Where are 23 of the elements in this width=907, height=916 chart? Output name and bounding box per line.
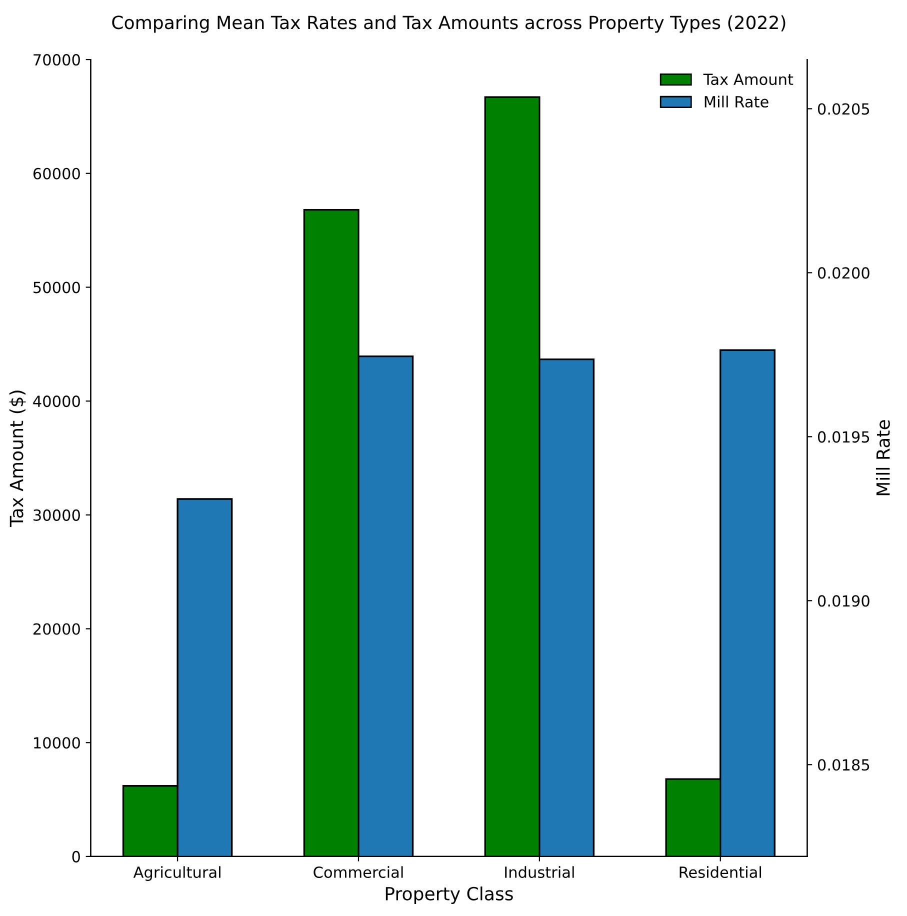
y-tick-label: 50000 — [34, 282, 80, 294]
y-tick-label: 70000 — [34, 54, 80, 66]
y2-tick-label: 0.0195 — [818, 431, 870, 443]
y2-tick-label: 0.0185 — [818, 759, 870, 771]
y-tick-label: 40000 — [33, 396, 80, 408]
y-tick-label: 0 — [72, 850, 80, 862]
y-axis-title: Tax Amount ($) — [9, 390, 26, 527]
x-axis-title: Property Class — [386, 886, 513, 904]
legend-label: Mill Rate — [704, 96, 768, 108]
y2-tick-label: 0.0190 — [818, 595, 870, 607]
y-tick-label: 10000 — [34, 737, 80, 749]
y2-axis-title: Mill Rate — [876, 420, 890, 496]
chart-title: Comparing Mean Tax Rates and Tax Amounts across Property Types (2022) — [112, 15, 786, 33]
y-tick-label: 30000 — [34, 509, 80, 521]
y2-tick-label: 0.0200 — [818, 267, 870, 279]
x-tick-label: Commercial — [314, 866, 403, 878]
x-tick-label: Industrial — [505, 866, 574, 878]
y2-tick-label: 0.0205 — [818, 103, 870, 115]
x-tick-label: Agricultural — [133, 866, 220, 881]
x-tick-label: Residential — [680, 866, 762, 878]
y-tick-label: 20000 — [33, 623, 80, 635]
legend-label: Tax Amount — [703, 74, 794, 86]
y-tick-label: 60000 — [33, 168, 80, 180]
